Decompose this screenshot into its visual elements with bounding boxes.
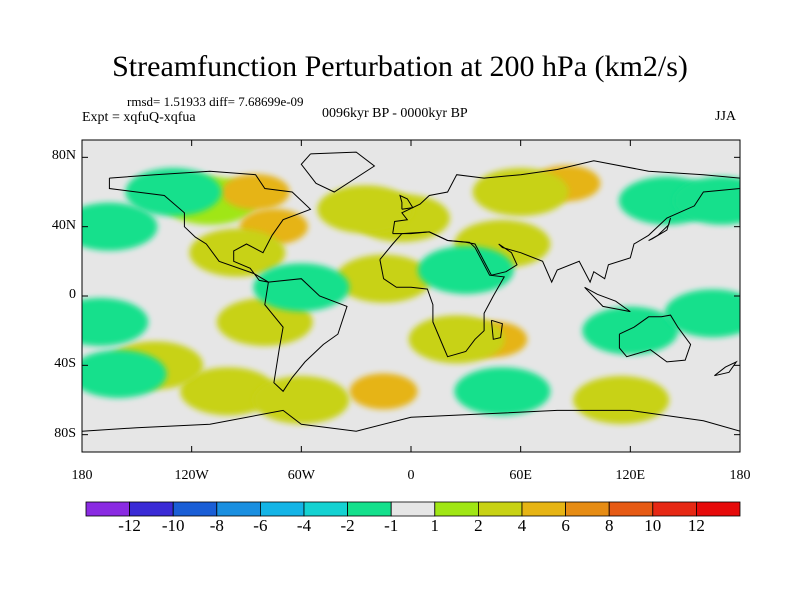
colorbar-label: -1 (384, 516, 399, 535)
colorbar-label: -12 (118, 516, 141, 535)
anomaly-region (180, 367, 277, 416)
y-tick-label: 40S (54, 356, 76, 372)
anomaly-region (253, 376, 350, 424)
coastline (490, 319, 503, 340)
colorbar-swatch (85, 501, 130, 517)
anomaly-region (317, 185, 414, 234)
colorbar-label: 8 (604, 516, 614, 535)
colorbar-label: -8 (209, 516, 224, 535)
x-tick-label: 60W (287, 468, 315, 483)
colorbar-label: 6 (561, 516, 570, 535)
y-tick-label: 0 (69, 287, 76, 302)
colorbar-label: -6 (253, 516, 268, 535)
anomaly-region (82, 202, 158, 251)
anomaly-region (349, 373, 418, 410)
chart-title: Streamfunction Perturbation at 200 hPa (… (112, 50, 688, 83)
anomaly-region (408, 315, 505, 364)
anomaly-region (664, 289, 740, 338)
anomaly-region (582, 306, 679, 355)
colorbar-swatch (652, 501, 697, 517)
coastline (108, 170, 312, 283)
colorbar-swatch (521, 501, 566, 517)
period-label: 0096kyr BP - 0000kyr BP (322, 106, 468, 121)
colorbar-swatch (129, 501, 174, 517)
season-label: JJA (715, 109, 737, 124)
colorbar-swatch (565, 501, 610, 517)
experiment-label: Expt = xqfuQ-xqfua (82, 110, 196, 125)
anomaly-region (221, 174, 290, 210)
colorbar-swatch (477, 501, 523, 517)
y-tick-label: 40N (51, 217, 76, 233)
coastline (648, 217, 671, 241)
anomaly-region (454, 367, 551, 416)
colorbar-swatch (303, 501, 348, 517)
colorbar-swatch (608, 501, 654, 517)
x-tick-label: 180 (71, 468, 93, 483)
coastline (584, 286, 631, 313)
colorbar-label: 1 (430, 516, 440, 535)
y-tick-label: 80N (51, 148, 76, 164)
x-tick-label: 180 (729, 468, 751, 483)
coastline (82, 409, 740, 432)
coastline (379, 231, 506, 358)
colorbar-label: -10 (161, 516, 185, 535)
x-tick-label: 0 (407, 468, 415, 483)
coastline (618, 314, 692, 363)
coastline (300, 151, 376, 193)
colorbar-label: 4 (517, 516, 527, 535)
colorbar-swatch (259, 501, 305, 517)
colorbar-swatch (390, 501, 436, 517)
coastline (264, 278, 348, 393)
x-tick-label: 60E (509, 468, 532, 483)
colorbar-swatch (696, 501, 741, 517)
coastline (714, 360, 738, 377)
x-tick-label: 120W (174, 468, 209, 483)
anomaly-region (82, 298, 149, 346)
colorbar-swatch (172, 501, 218, 517)
colorbar-label: -2 (340, 516, 355, 535)
coastline (399, 194, 414, 210)
rmsd-stats: rmsd= 1.51933 diff= 7.68699e-09 (127, 94, 304, 109)
colorbar-swatch (216, 501, 261, 517)
colorbar-swatch (434, 501, 479, 517)
anomaly-region (82, 350, 167, 398)
colorbar-label: -4 (296, 516, 312, 535)
anomaly-region (417, 246, 514, 294)
y-tick-label: 80S (54, 425, 76, 441)
colorbar-label: 12 (687, 516, 705, 535)
colorbar-swatch (347, 501, 392, 517)
anomaly-region (253, 263, 350, 312)
anomaly-region (125, 168, 222, 216)
anomaly-region (189, 228, 286, 277)
anomaly-region (673, 176, 740, 225)
anomaly-region (472, 168, 569, 216)
colorbar-label: 10 (644, 516, 662, 535)
x-tick-label: 120E (615, 468, 646, 483)
coastline (392, 160, 740, 284)
anomaly-region (573, 376, 670, 424)
colorbar-label: 2 (474, 516, 483, 535)
